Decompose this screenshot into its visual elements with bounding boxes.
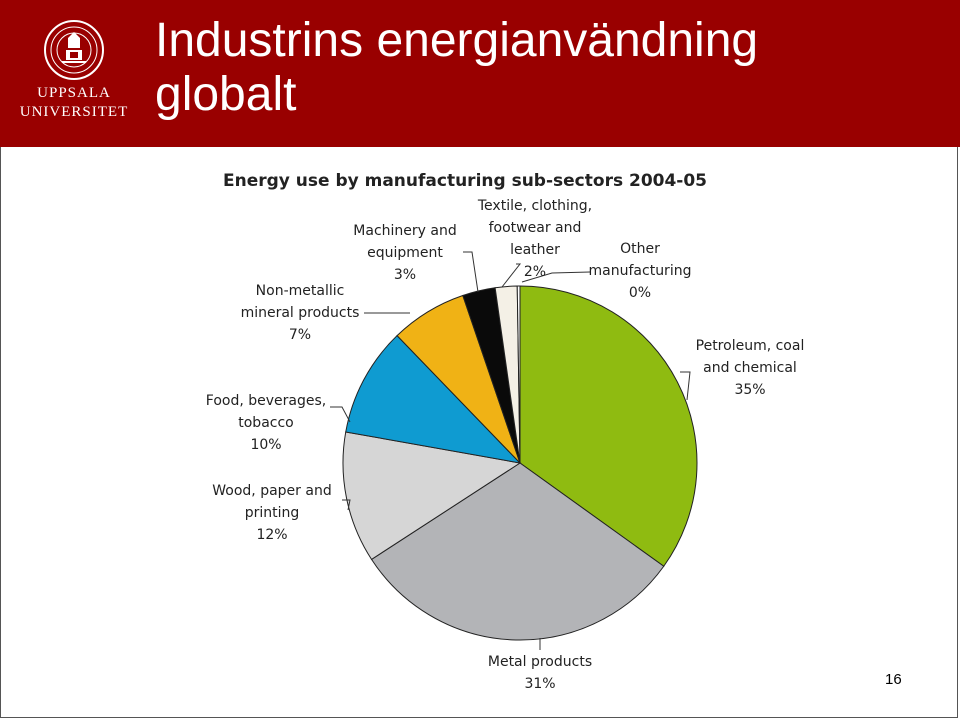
chart-title: Energy use by manufacturing sub-sectors … [223, 171, 707, 191]
leader-line-2 [342, 499, 351, 511]
slice-label-1: Metal products 31% [488, 654, 592, 692]
pie-chart: Energy use by manufacturing sub-sectors … [180, 160, 820, 700]
seal-icon [44, 20, 104, 80]
pie-slice-3 [345, 334, 522, 464]
logo-line-1: UPPSALA [37, 85, 111, 101]
slice-label-0: Petroleum, coal and chemical 35% [696, 338, 805, 398]
slide-header: UPPSALA UNIVERSITET Industrins energianv… [0, 0, 960, 147]
leader-line-5 [463, 251, 479, 293]
slice-label-5: Machinery and equipment 3% [353, 223, 456, 283]
leader-lines [330, 251, 691, 650]
leader-line-6 [501, 263, 522, 288]
university-logo: UPPSALA UNIVERSITET [18, 18, 130, 128]
leader-line-3 [330, 406, 351, 423]
slice-label-7: Other manufacturing 0% [589, 241, 692, 301]
slice-labels: Petroleum, coal and chemical 35% Metal prod… [206, 198, 805, 692]
pie-slice-1 [370, 462, 665, 641]
pie-slice-2 [342, 431, 522, 561]
slice-label-2: Wood, paper and printing 12% [212, 483, 331, 543]
pie-slice-7 [516, 285, 521, 464]
leader-line-0 [680, 371, 691, 401]
logo-line-2: UNIVERSITET [19, 104, 129, 120]
pie-slice-0 [519, 285, 698, 567]
pie-slices [342, 285, 698, 641]
title-line-2: globalt [155, 68, 297, 121]
slide-title: Industrins energianvändning globalt [155, 14, 758, 122]
page-number: 16 [885, 671, 902, 688]
slice-label-6: Textile, clothing, footwear and leather 2% [477, 198, 592, 280]
title-line-1: Industrins energianvändning [155, 14, 759, 67]
slice-label-4: Non-metallic mineral products 7% [241, 283, 360, 343]
leader-line-7 [521, 271, 591, 283]
slice-label-3: Food, beverages, tobacco 10% [206, 393, 326, 453]
pie-chart-svg: Energy use by manufacturing sub-sectors … [206, 171, 805, 692]
